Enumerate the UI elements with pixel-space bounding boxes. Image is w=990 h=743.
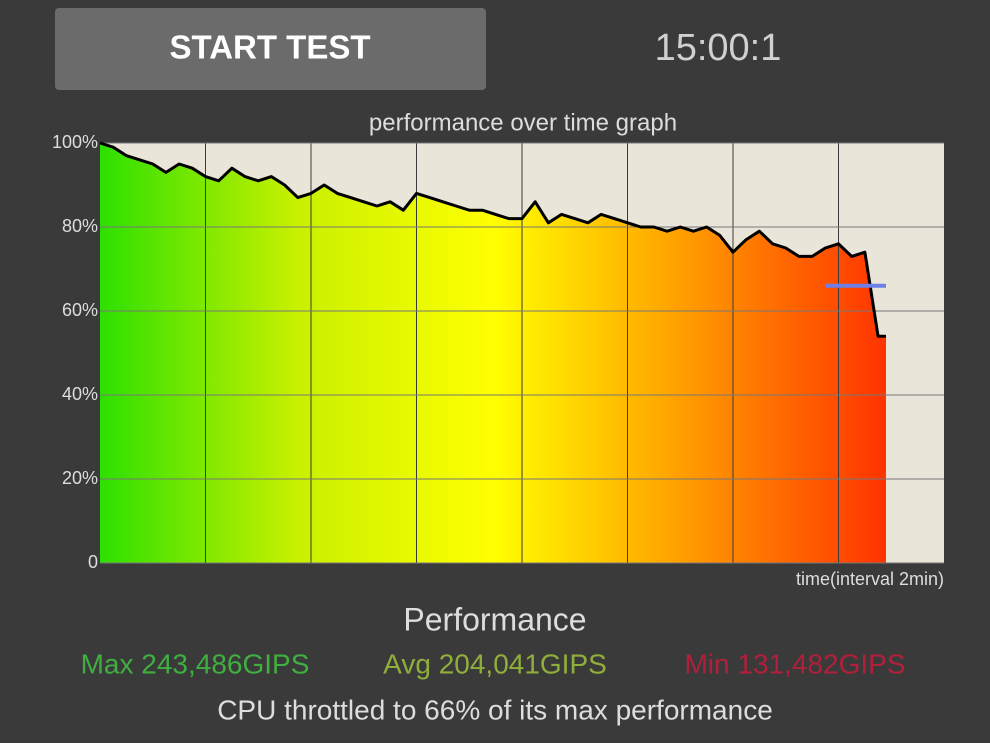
min-stat: Min 131,482GIPS <box>684 648 905 679</box>
y-tick-label: 40% <box>62 384 98 404</box>
y-tick-label: 60% <box>62 300 98 320</box>
throttle-note: CPU throttled to 66% of its max performa… <box>217 694 773 725</box>
max-stat: Max 243,486GIPS <box>81 648 310 679</box>
performance-area <box>100 143 886 563</box>
avg-stat: Avg 204,041GIPS <box>383 648 607 679</box>
y-tick-label: 100% <box>52 132 98 152</box>
y-tick-label: 80% <box>62 216 98 236</box>
y-tick-label: 20% <box>62 468 98 488</box>
start-button-label[interactable]: START TEST <box>169 29 370 66</box>
start-button[interactable] <box>55 8 486 90</box>
y-tick-label: 0 <box>88 552 98 572</box>
performance-line <box>99 141 886 338</box>
timer: 15:00:1 <box>655 27 782 69</box>
chart-title: performance over time graph <box>369 109 677 136</box>
summary-heading: Performance <box>403 601 586 637</box>
x-axis-label: time(interval 2min) <box>796 569 944 589</box>
